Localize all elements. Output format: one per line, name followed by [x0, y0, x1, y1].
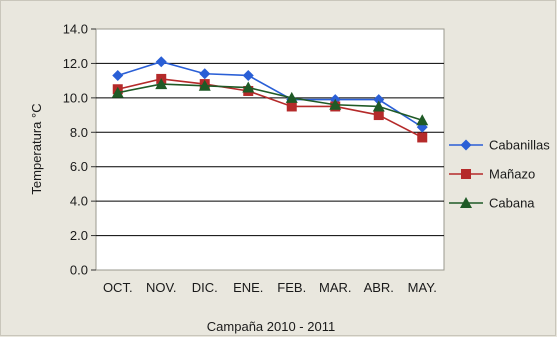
- x-tick-labels: OCT. NOV. DIC. ENE. FEB. MAR. ABR. MAY.: [103, 280, 437, 295]
- legend-triangle-marker: [460, 197, 472, 208]
- diamond-marker: [242, 69, 254, 81]
- x-tick-label: OCT.: [103, 280, 133, 295]
- series-line: [117, 83, 423, 121]
- triangle-marker: [242, 81, 255, 93]
- legend: Cabanillas Mañazo Cabana: [449, 138, 550, 211]
- legend-label: Cabana: [489, 196, 535, 211]
- legend-diamond-marker: [460, 139, 472, 151]
- x-tick-label: MAR.: [319, 280, 352, 295]
- x-tick-label: DIC.: [192, 280, 218, 295]
- triangle-marker: [285, 91, 298, 103]
- x-axis-title: Campaña 2010 - 2011: [207, 319, 335, 334]
- series-line: [117, 78, 423, 139]
- y-tick-labels: 0.0 2.0 4.0 6.0 8.0 10.0 12.0 14.0: [63, 22, 88, 278]
- series-line: [117, 60, 423, 128]
- triangle-marker: [155, 78, 168, 90]
- triangle-marker: [416, 114, 429, 126]
- triangle-marker: [329, 98, 342, 110]
- legend-item-1: Cabanillas: [449, 138, 550, 153]
- x-tick-label: ENE.: [233, 280, 263, 295]
- y-tick-label: 10.0: [63, 90, 88, 105]
- diamond-marker: [373, 94, 385, 106]
- series-1: [112, 56, 428, 133]
- y-tick-label: 4.0: [70, 194, 88, 209]
- legend-square-marker: [461, 169, 471, 179]
- square-marker: [373, 110, 384, 121]
- grid-lines: [91, 28, 444, 271]
- y-tick-label: 0.0: [70, 263, 88, 278]
- y-axis-title: Temperatura °C: [29, 103, 44, 194]
- triangle-marker: [372, 100, 385, 112]
- x-tick-label: MAY.: [408, 280, 437, 295]
- y-tick-label: 8.0: [70, 125, 88, 140]
- series-3: [111, 78, 429, 126]
- x-tick-label: NOV.: [146, 280, 177, 295]
- y-tick-label: 14.0: [63, 22, 88, 37]
- diamond-marker: [199, 68, 211, 80]
- legend-item-3: Cabana: [449, 196, 535, 211]
- legend-item-2: Mañazo: [449, 167, 535, 182]
- triangle-marker: [111, 86, 124, 98]
- diamond-marker: [155, 56, 167, 68]
- legend-label: Mañazo: [489, 167, 535, 182]
- y-tick-label: 12.0: [63, 56, 88, 71]
- legend-label: Cabanillas: [489, 138, 550, 153]
- x-tick-label: ABR.: [364, 280, 394, 295]
- y-tick-label: 2.0: [70, 228, 88, 243]
- square-marker: [286, 101, 297, 112]
- square-marker: [417, 132, 428, 143]
- x-tick-label: FEB.: [277, 280, 306, 295]
- plot-area: [95, 28, 445, 271]
- y-tick-label: 6.0: [70, 159, 88, 174]
- diamond-marker: [112, 69, 124, 81]
- series-group: [111, 56, 429, 143]
- triangle-marker: [198, 79, 211, 91]
